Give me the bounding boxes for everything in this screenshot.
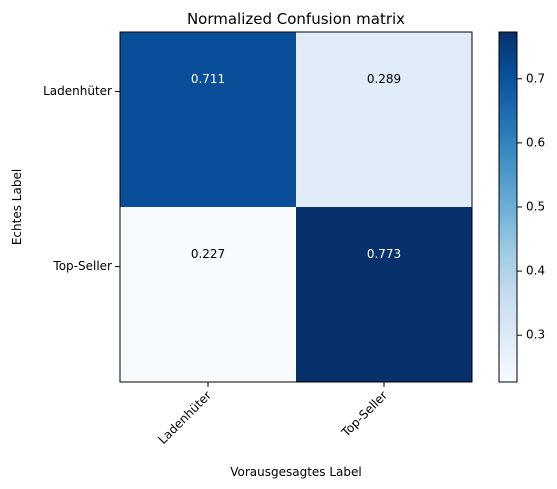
cell-value-label: 0.773 — [367, 247, 401, 261]
cell-value-label: 0.289 — [367, 72, 401, 86]
heatmap-cells — [120, 32, 473, 383]
x-axis-label: Vorausgesagtes Label — [230, 465, 362, 479]
cell-value-label: 0.227 — [191, 247, 225, 261]
heatmap-cell — [120, 207, 297, 383]
x-axis-ticks: Ladenhüter Top-Seller — [156, 382, 390, 447]
heatmap-frame — [119, 31, 473, 383]
x-tick-label: Top-Seller — [338, 388, 390, 440]
heatmap-cell — [296, 207, 473, 383]
heatmap-cell-labels: 0.711 0.289 0.227 0.773 — [191, 72, 401, 261]
colorbar-tick-label: 0.5 — [526, 200, 545, 214]
chart-title: Normalized Confusion matrix — [187, 10, 405, 28]
x-tick-label: Ladenhüter — [156, 388, 215, 447]
heatmap-cell — [120, 32, 297, 208]
y-axis-ticks: Ladenhüter Top-Seller — [43, 84, 120, 273]
cell-value-label: 0.711 — [191, 72, 225, 86]
y-tick-label: Top-Seller — [52, 259, 112, 273]
y-tick-label: Ladenhüter — [43, 84, 112, 98]
colorbar-tick-label: 0.4 — [526, 264, 545, 278]
heatmap-cell — [296, 32, 473, 208]
y-axis-label: Echtes Label — [10, 169, 24, 245]
colorbar-ticks: 0.3 0.4 0.5 0.6 0.7 — [517, 71, 545, 342]
colorbar-tick-label: 0.3 — [526, 328, 545, 342]
colorbar — [498, 31, 518, 383]
colorbar-tick-label: 0.6 — [526, 135, 545, 149]
colorbar-tick-label: 0.7 — [526, 71, 545, 85]
